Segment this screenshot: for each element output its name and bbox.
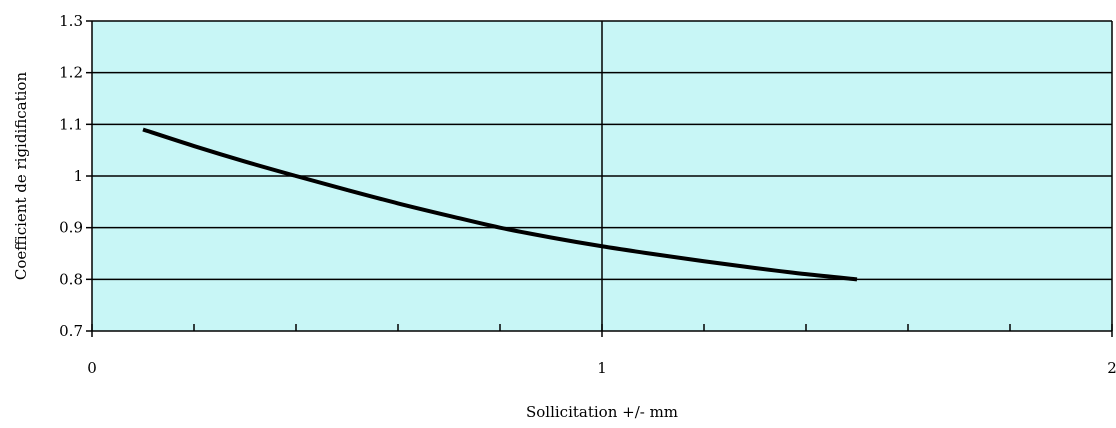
y-tick-label: 1	[73, 167, 83, 185]
x-axis-title: Sollicitation +/- mm	[526, 403, 678, 421]
x-tick-label: 0	[87, 359, 97, 377]
y-tick-label: 0.8	[59, 270, 83, 288]
y-tick-label: 1.1	[59, 115, 83, 133]
y-tick-label: 0.9	[59, 219, 83, 237]
series-line	[142, 127, 858, 282]
gridlines	[92, 20, 1112, 331]
y-tick-label: 0.7	[59, 322, 83, 340]
x-tick-label: 2	[1107, 359, 1116, 377]
tick-labels: 0.7 0.8 0.9 1 1.1 1.2 1.3 0 1 2	[59, 12, 1116, 377]
y-axis-title: Coefficient de rigidification	[12, 72, 30, 281]
axes	[86, 20, 1113, 337]
series-layer	[142, 127, 858, 282]
x-tick-label: 1	[597, 359, 607, 377]
y-tick-label: 1.2	[59, 64, 83, 82]
y-tick-label: 1.3	[59, 12, 83, 30]
